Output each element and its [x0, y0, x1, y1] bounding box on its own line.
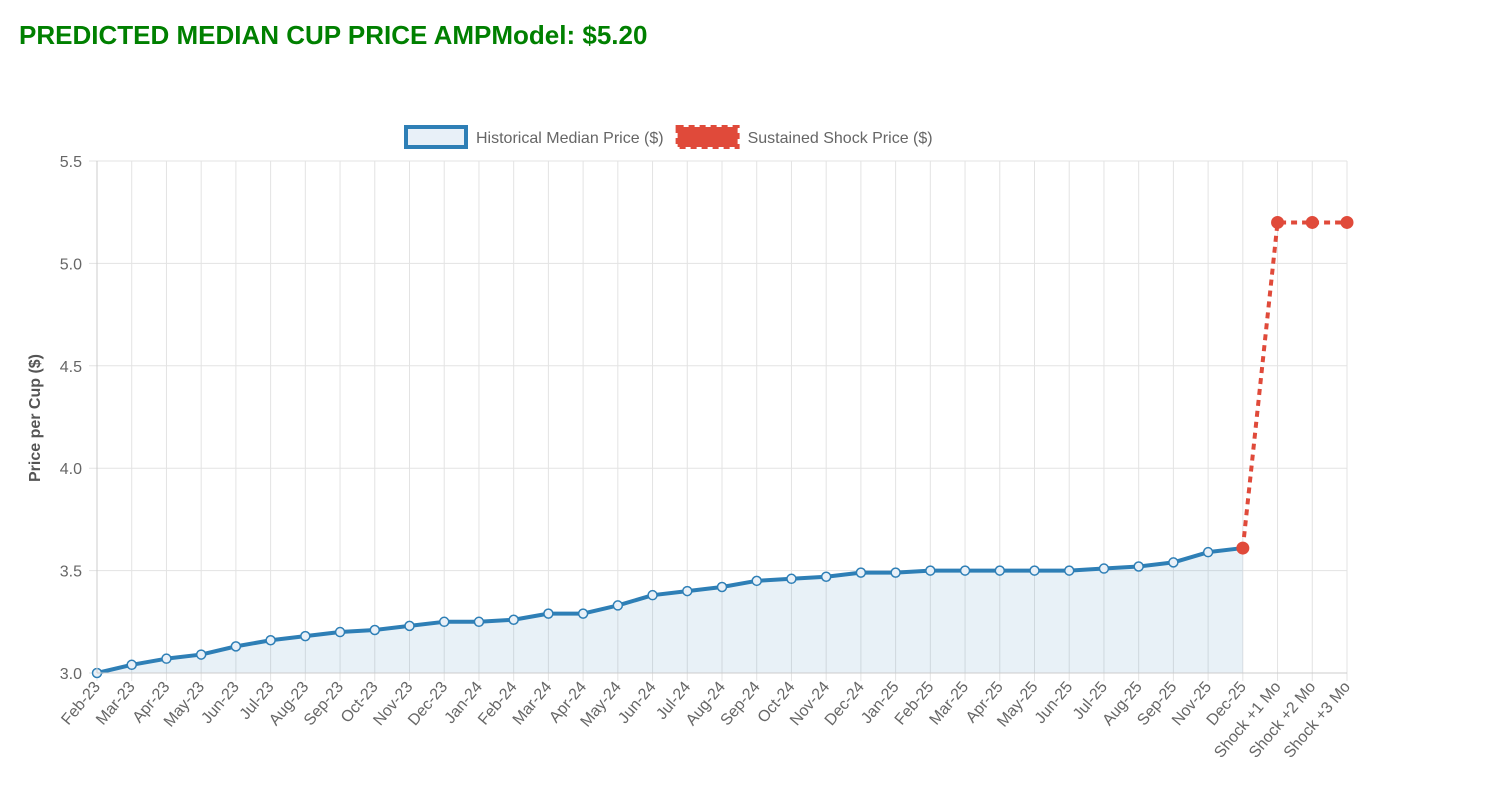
- data-point: [1063, 565, 1075, 576]
- x-tick-label: Mar-23: [93, 679, 139, 729]
- data-point: [265, 634, 276, 646]
- data-point: [161, 653, 172, 664]
- series-line: [96, 546, 1244, 675]
- x-tick-label: Jun-24: [615, 679, 660, 727]
- data-point: [1168, 557, 1179, 568]
- y-tick-label: 4.5: [60, 359, 82, 376]
- y-tick-label: 4.0: [60, 461, 82, 478]
- data-point: [855, 567, 867, 578]
- data-point: [751, 575, 762, 587]
- data-point: [786, 573, 797, 585]
- data-point: [612, 600, 624, 611]
- data-point: [508, 614, 519, 626]
- data-point: [1202, 546, 1214, 558]
- data-point: [647, 589, 658, 601]
- data-point: [300, 630, 311, 642]
- data-point: [543, 608, 554, 619]
- x-tick-label: Jun-23: [198, 679, 243, 727]
- x-tick-label: Mar-24: [510, 679, 556, 729]
- data-point: [1236, 541, 1250, 555]
- x-tick-label: Mar-25: [927, 679, 973, 729]
- data-point: [195, 649, 207, 660]
- data-point: [369, 624, 381, 636]
- y-tick-label: 3.0: [60, 666, 82, 683]
- x-tick-label: Jun-25: [1032, 679, 1077, 727]
- data-point: [334, 626, 346, 638]
- data-point: [230, 641, 242, 652]
- y-tick-label: 3.5: [60, 564, 82, 581]
- data-point: [438, 616, 450, 628]
- data-point: [404, 620, 415, 632]
- data-point: [994, 565, 1006, 576]
- legend-label: Historical Median Price ($): [476, 130, 664, 147]
- series-line: [1240, 220, 1347, 549]
- area-fill: [97, 548, 1243, 673]
- data-point: [925, 565, 936, 576]
- data-point: [1340, 215, 1354, 229]
- data-point: [473, 616, 485, 628]
- data-point: [1271, 215, 1285, 229]
- legend-swatch: [404, 125, 468, 149]
- y-axis-label: Price per Cup ($): [27, 354, 44, 482]
- data-point: [890, 567, 901, 578]
- y-tick-label: 5.0: [60, 256, 82, 273]
- data-point: [126, 659, 137, 671]
- data-point: [716, 581, 728, 593]
- y-tick-label: 5.5: [60, 154, 82, 171]
- data-point: [1029, 565, 1040, 576]
- data-point: [1098, 563, 1110, 574]
- legend-label: Sustained Shock Price ($): [748, 130, 933, 147]
- chart-title: PREDICTED MEDIAN CUP PRICE AMPModel: $5.…: [19, 20, 648, 50]
- data-point: [820, 571, 832, 582]
- data-point: [959, 565, 971, 576]
- legend-swatch: [675, 125, 740, 149]
- data-point: [577, 608, 589, 619]
- data-point: [682, 585, 693, 597]
- data-point: [1133, 561, 1144, 572]
- data-point: [1305, 215, 1319, 229]
